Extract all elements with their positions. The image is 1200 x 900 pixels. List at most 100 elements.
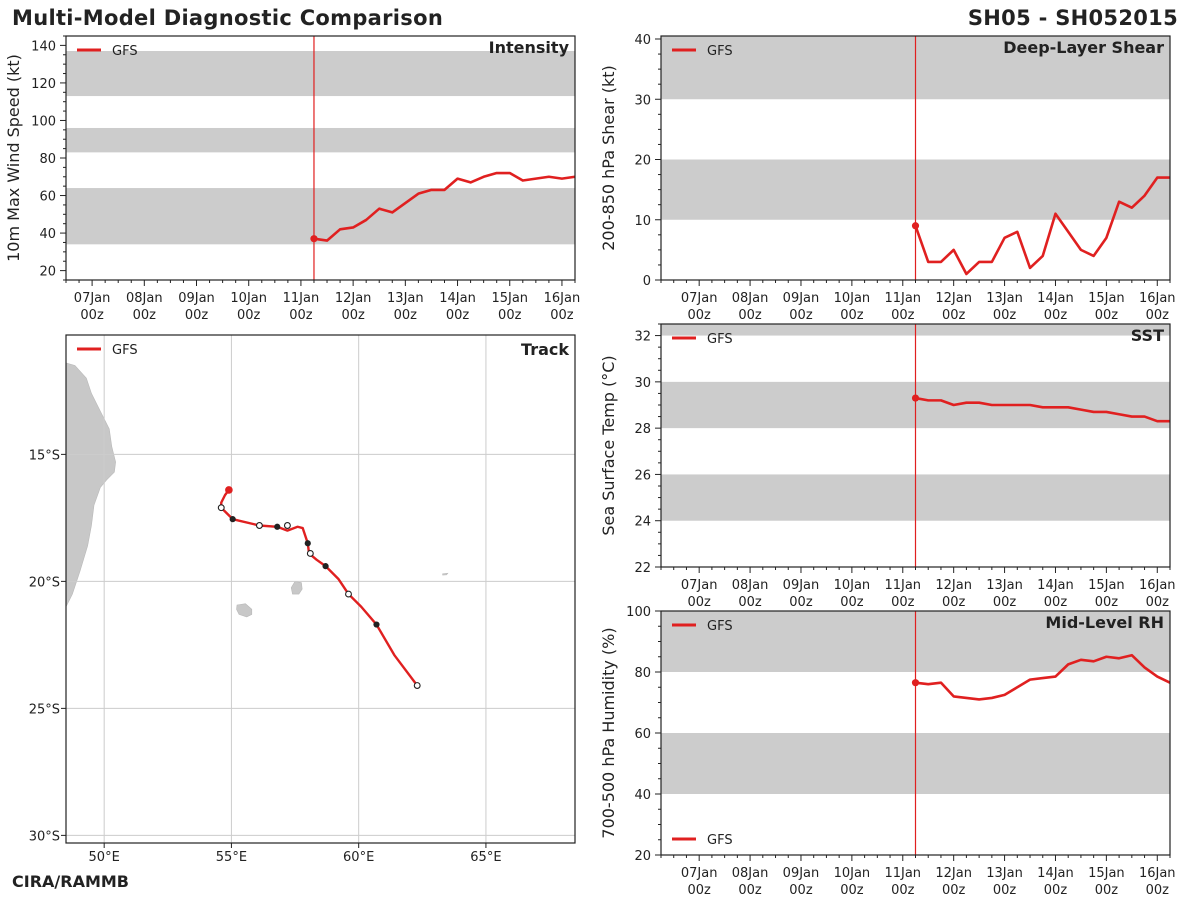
intensity-x-tick-label: 00z (446, 308, 470, 323)
intensity-chart: 20 40 60 80 100 120 140 07Jan 00z 08Jan 00z 09Jan 00… (4, 35, 580, 323)
rh-y-tick-label: 80 (634, 666, 651, 681)
sst-x-tick-label: 11Jan (884, 578, 921, 593)
credit-label: CIRA/RAMMB (12, 872, 129, 891)
intensity-x-tick-label: 15Jan (491, 291, 528, 306)
rh-y-tick-label: 40 (634, 788, 651, 803)
page-title: Multi-Model Diagnostic Comparison (12, 6, 444, 30)
track-legend-label: GFS (112, 343, 138, 358)
track-x-tick-label: 60°E (343, 850, 374, 865)
sst-y-tick-label: 30 (634, 376, 651, 391)
intensity-initial-point (310, 235, 318, 243)
intensity-x-tick-label: 09Jan (178, 291, 215, 306)
intensity-x-tick-label: 13Jan (387, 291, 424, 306)
rh-x-tick-label: 09Jan (783, 866, 820, 881)
intensity-title: Intensity (489, 38, 570, 57)
intensity-x-tick-label: 11Jan (283, 291, 320, 306)
sst-y-axis-label: Sea Surface Temp (°C) (599, 355, 618, 535)
rh-x-tick-label: 10Jan (834, 866, 871, 881)
sst-x-tick-label: 00z (1095, 595, 1119, 610)
sst-x-tick-label: 00z (687, 595, 711, 610)
intensity-x-tick-label: 12Jan (335, 291, 372, 306)
sst-x-tick-label: 00z (1146, 595, 1170, 610)
intensity-band (66, 188, 575, 245)
rh-x-tick-label: 00z (687, 883, 711, 898)
shear-x-tick-label: 00z (738, 308, 762, 323)
track-x-tick-label: 50°E (89, 850, 120, 865)
intensity-y-tick-label: 40 (39, 227, 56, 242)
shear-x-tick-label: 14Jan (1037, 291, 1074, 306)
intensity-x-tick-label: 14Jan (439, 291, 476, 306)
sst-initial-point (911, 394, 920, 402)
shear-frame (660, 35, 1171, 281)
land-rodrigues (442, 572, 449, 576)
land-reunion (236, 603, 253, 618)
track-position-open (255, 522, 263, 529)
intensity-band (66, 51, 575, 97)
intensity-y-axis-label: 10m Max Wind Speed (kt) (4, 54, 23, 262)
rh-x-tick-label: 00z (942, 883, 966, 898)
rh-y-tick-label: 20 (634, 849, 651, 864)
sst-x-tick-label: 00z (942, 595, 966, 610)
shear-x-tick-label: 13Jan (986, 291, 1023, 306)
sst-title: SST (1131, 326, 1164, 345)
rh-x-tick-label: 00z (1044, 883, 1068, 898)
land-madagascar (66, 362, 116, 608)
sst-x-tick-label: 00z (789, 595, 813, 610)
rh-x-tick-label: 12Jan (935, 866, 972, 881)
sst-x-tick-label: 13Jan (986, 578, 1023, 593)
storm-id: SH05 - SH052015 (967, 6, 1178, 30)
shear-x-tick-label: 00z (942, 308, 966, 323)
track-position-filled (304, 540, 311, 547)
track-y-tick-label: 15°S (29, 448, 60, 463)
intensity-x-tick-label: 00z (550, 308, 574, 323)
shear-chart: 0 10 20 30 40 07Jan 00z 08Jan 00z 09Jan 00z 10Jan 00… (599, 33, 1176, 323)
rh-chart: 20 40 60 80 100 07Jan 00z 08Jan 00z 09Jan 00z 10Jan… (599, 605, 1176, 898)
rh-y-tick-label: 60 (634, 727, 651, 742)
track-x-tick-label: 65°E (470, 850, 501, 865)
intensity-x-tick-label: 00z (237, 308, 261, 323)
sst-series-line (915, 396, 1170, 423)
sst-x-tick-label: 15Jan (1088, 578, 1125, 593)
track-y-tick-label: 25°S (29, 702, 60, 717)
sst-x-tick-label: 10Jan (834, 578, 871, 593)
rh-x-tick-label: 11Jan (884, 866, 921, 881)
track-position-open (217, 504, 225, 512)
shear-series-line (914, 176, 1170, 276)
rh-y-axis-label: 700-500 hPa Humidity (%) (599, 627, 618, 838)
track-plot-area (66, 335, 575, 843)
intensity-x-tick-label: 00z (341, 308, 365, 323)
sst-y-tick-label: 22 (634, 561, 651, 576)
shear-y-tick-label: 10 (634, 214, 651, 229)
rh-legend-label: GFS (707, 619, 733, 634)
sst-x-tick-label: 12Jan (935, 578, 972, 593)
track-position-filled (229, 516, 236, 523)
intensity-x-tick-label: 00z (185, 308, 209, 323)
rh-x-tick-label: 13Jan (986, 866, 1023, 881)
track-frame (65, 334, 576, 844)
sst-y-tick-label: 32 (634, 330, 651, 345)
shear-x-tick-label: 00z (687, 308, 711, 323)
sst-x-tick-label: 00z (1044, 595, 1068, 610)
shear-x-tick-label: 00z (1044, 308, 1068, 323)
track-position-open (413, 682, 421, 689)
intensity-x-tick-label: 00z (394, 308, 418, 323)
rh-series-line (915, 653, 1171, 701)
sst-x-tick-label: 00z (738, 595, 762, 610)
rh-y-tick-label: 100 (626, 605, 651, 620)
shear-x-tick-label: 00z (789, 308, 813, 323)
shear-x-tick-label: 15Jan (1088, 291, 1125, 306)
intensity-x-tick-label: 00z (133, 308, 157, 323)
rh-x-tick-label: 00z (993, 883, 1017, 898)
track-position-open (345, 590, 352, 598)
intensity-x-tick-label: 00z (289, 308, 313, 323)
rh-x-tick-label: 00z (891, 883, 915, 898)
sst-y-tick-label: 26 (634, 468, 651, 483)
rh-x-tick-label: 16Jan (1139, 866, 1176, 881)
shear-x-tick-label: 10Jan (834, 291, 871, 306)
shear-x-tick-label: 00z (1146, 308, 1170, 323)
sst-legend-label: GFS (707, 332, 733, 347)
shear-title: Deep-Layer Shear (1003, 38, 1164, 57)
intensity-y-tick-label: 80 (39, 152, 56, 167)
track-y-tick-label: 20°S (29, 575, 60, 590)
